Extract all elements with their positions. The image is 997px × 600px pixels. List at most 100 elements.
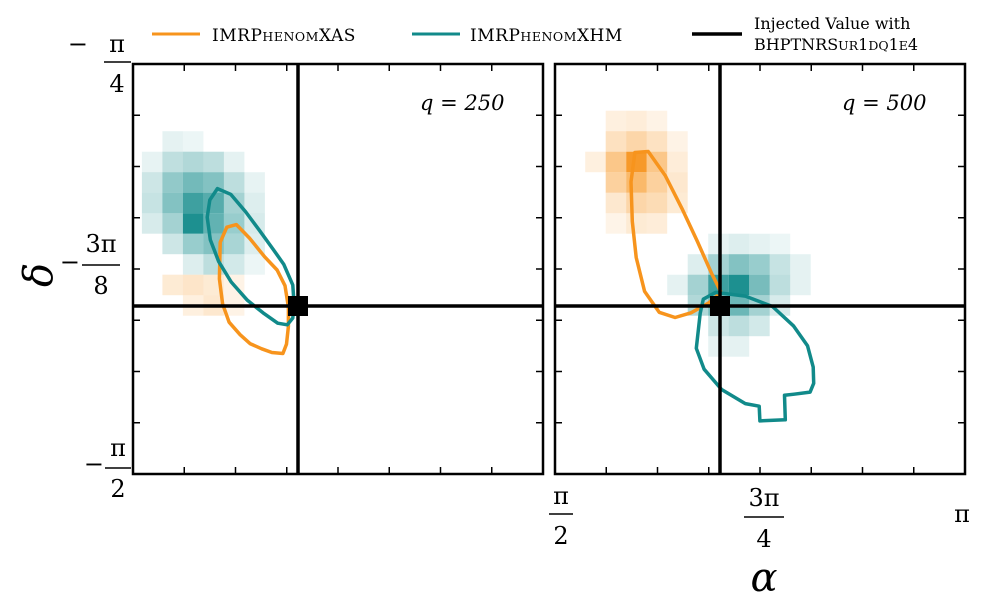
- density-cell-imrphenomxas: [605, 110, 627, 132]
- density-cell-imrphenomxhm: [203, 151, 224, 173]
- density-cell-imrphenomxas: [605, 213, 627, 234]
- density-cell-imrphenomxhm: [162, 172, 183, 193]
- density-cell-imrphenomxhm: [749, 315, 770, 337]
- injected-marker-q250: [288, 296, 308, 316]
- density-cell-imrphenomxhm: [687, 254, 709, 275]
- density-cell-imrphenomxas: [605, 151, 627, 173]
- x-tick-den-mid: 4: [756, 525, 771, 553]
- y-tick-num-mid: 3π: [85, 230, 116, 258]
- density-cell-imrphenomxas: [626, 151, 647, 173]
- density-cell-imrphenomxhm: [182, 151, 204, 173]
- density-cell-imrphenomxhm: [162, 151, 183, 173]
- density-cell-imrphenomxhm: [790, 254, 811, 275]
- legend-label-injected-line2: BHPTNRSUR1DQ1E4: [754, 35, 918, 54]
- density-cell-imrphenomxhm: [749, 254, 770, 275]
- y-tick-num-bottom: π: [110, 434, 126, 462]
- density-cell-imrphenomxhm: [182, 233, 204, 255]
- x-tick-den-left: 2: [553, 522, 568, 550]
- density-cell-imrphenomxhm: [182, 213, 204, 234]
- density-cell-imrphenomxas: [585, 151, 606, 173]
- density-cell-imrphenomxas: [646, 172, 668, 193]
- y-tick-label-top: − π 4: [68, 30, 131, 98]
- density-cell-imrphenomxhm: [769, 254, 791, 275]
- density-cell-imrphenomxhm: [182, 131, 204, 152]
- legend-label-xas: IMRPHENOMXAS: [212, 26, 356, 46]
- x-tick-num-left: π: [553, 482, 569, 510]
- y-tick-sign-top: −: [68, 30, 88, 58]
- density-cell-imrphenomxhm: [769, 274, 791, 296]
- frame-q500: [553, 62, 967, 476]
- density-cell-imrphenomxhm: [749, 274, 770, 296]
- density-cell-imrphenomxhm: [141, 172, 163, 193]
- density-cell-imrphenomxhm: [244, 254, 265, 275]
- density-cell-imrphenomxhm: [223, 254, 245, 275]
- density-cell-imrphenomxhm: [223, 151, 245, 173]
- contour-imrphenomxhm: [694, 290, 816, 423]
- density-cell-imrphenomxhm: [162, 131, 183, 152]
- density-cell-imrphenomxas: [646, 131, 668, 152]
- panel-q500: q = 500: [553, 62, 967, 476]
- heatmap-cells-q250: [141, 131, 265, 316]
- contour-imrphenomxas: [217, 222, 291, 356]
- density-cell-imrphenomxhm: [162, 233, 183, 255]
- density-cell-imrphenomxhm: [141, 192, 163, 214]
- legend: IMRPHENOMXAS IMRPHENOMXHM Injected Value…: [152, 14, 918, 54]
- density-cell-imrphenomxhm: [182, 254, 204, 275]
- density-cell-imrphenomxas: [605, 172, 627, 193]
- y-tick-label-mid: − 3π 8: [60, 230, 120, 300]
- density-cell-imrphenomxhm: [687, 274, 709, 296]
- y-axis-label: δ: [16, 263, 62, 287]
- heatmap-cells-q500: [585, 110, 811, 357]
- x-tick-num-right: π: [954, 500, 970, 528]
- density-cell-imrphenomxhm: [728, 315, 750, 337]
- y-tick-sign-bottom: −: [84, 450, 104, 478]
- x-axis-label: α: [750, 555, 777, 600]
- frame-q250: [131, 62, 545, 476]
- x-tick-label-right: π: [954, 500, 970, 528]
- density-cell-imrphenomxhm: [749, 233, 770, 255]
- density-cell-imrphenomxas: [646, 110, 668, 132]
- density-cell-imrphenomxhm: [223, 192, 245, 214]
- density-cell-imrphenomxhm: [728, 233, 750, 255]
- y-tick-den-top: 4: [109, 70, 124, 98]
- density-cell-imrphenomxas: [626, 131, 647, 152]
- density-cell-imrphenomxhm: [790, 274, 811, 296]
- injected-marker-q500: [710, 296, 730, 316]
- density-cell-imrphenomxas: [626, 192, 647, 214]
- legend-label-xhm: IMRPHENOMXHM: [470, 26, 623, 46]
- density-cell-imrphenomxhm: [141, 151, 163, 173]
- density-cell-imrphenomxhm: [182, 192, 204, 214]
- density-cell-imrphenomxas: [646, 192, 668, 214]
- density-cell-imrphenomxhm: [244, 192, 265, 214]
- legend-label-injected-line1: Injected Value with: [754, 14, 910, 33]
- density-cell-imrphenomxhm: [728, 254, 750, 275]
- density-cell-imrphenomxas: [626, 213, 647, 234]
- density-cell-imrphenomxas: [667, 131, 688, 152]
- density-cell-imrphenomxhm: [769, 233, 791, 255]
- density-cell-imrphenomxhm: [223, 172, 245, 193]
- density-cell-imrphenomxhm: [162, 213, 183, 234]
- density-cell-imrphenomxhm: [667, 274, 688, 296]
- density-cell-imrphenomxhm: [244, 172, 265, 193]
- panel-q250: q = 250: [131, 62, 545, 476]
- density-cell-imrphenomxhm: [223, 233, 245, 255]
- x-tick-label-mid: 3π 4: [744, 484, 784, 553]
- y-tick-sign-mid: −: [60, 248, 80, 276]
- y-tick-label-bottom: − π 2: [84, 434, 131, 503]
- density-cell-imrphenomxas: [162, 274, 183, 296]
- density-cell-imrphenomxhm: [728, 336, 750, 357]
- y-tick-den-bottom: 2: [110, 475, 125, 503]
- density-cell-imrphenomxhm: [182, 172, 204, 193]
- density-cell-imrphenomxhm: [728, 274, 750, 296]
- density-cell-imrphenomxas: [605, 131, 627, 152]
- density-cell-imrphenomxas: [646, 213, 668, 234]
- y-tick-num-top: π: [109, 30, 125, 58]
- density-cell-imrphenomxas: [605, 192, 627, 214]
- x-tick-label-left: π 2: [549, 482, 573, 550]
- y-tick-den-mid: 8: [93, 272, 108, 300]
- density-cell-imrphenomxas: [626, 110, 647, 132]
- x-tick-num-mid: 3π: [748, 484, 779, 512]
- panel-label-q250: q = 250: [420, 91, 504, 115]
- density-cell-imrphenomxas: [667, 151, 688, 173]
